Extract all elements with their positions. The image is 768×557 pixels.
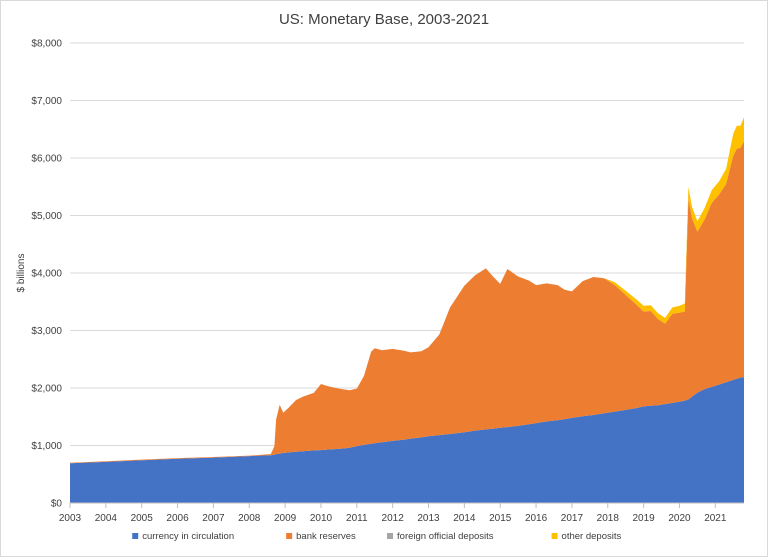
x-axis: 2003 2004 2005 2006 2007 2008 2009 2010 2011 2012… — [59, 502, 744, 524]
x-tick-label: 2004 — [95, 513, 118, 524]
y-tick-label: $6,000 — [31, 154, 62, 165]
legend: currency in circulation bank reserves fore… — [132, 531, 621, 542]
legend-item: currency in circulation — [132, 531, 234, 542]
x-tick-label: 2019 — [632, 513, 655, 524]
legend-swatch — [387, 533, 394, 539]
legend-swatch — [132, 533, 139, 539]
x-tick-label: 2020 — [668, 513, 691, 524]
legend-swatch — [286, 533, 293, 539]
y-tick-label: $0 — [51, 499, 63, 510]
y-tick-label: $5,000 — [31, 211, 62, 222]
x-tick-label: 2003 — [59, 513, 82, 524]
y-tick-label: $2,000 — [31, 384, 62, 395]
chart-title: US: Monetary Base, 2003-2021 — [279, 11, 489, 28]
x-tick-label: 2018 — [597, 513, 620, 524]
legend-label: bank reserves — [296, 531, 356, 542]
x-tick-label: 2005 — [131, 513, 154, 524]
y-tick-label: $4,000 — [31, 269, 62, 280]
legend-item: other deposits — [551, 531, 622, 542]
legend-swatch — [551, 533, 558, 539]
x-tick-label: 2008 — [238, 513, 261, 524]
legend-label: other deposits — [562, 531, 622, 542]
legend-label: currency in circulation — [142, 531, 234, 542]
x-tick-label: 2006 — [166, 513, 189, 524]
y-tick-label: $8,000 — [31, 39, 62, 50]
legend-item: foreign official deposits — [387, 531, 494, 542]
x-tick-label: 2014 — [453, 513, 476, 524]
x-tick-label: 2013 — [417, 513, 440, 524]
y-tick-label: $7,000 — [31, 96, 62, 107]
series-area-bank-reserves — [70, 141, 744, 464]
x-tick-label: 2010 — [310, 513, 333, 524]
x-tick-label: 2007 — [202, 513, 225, 524]
y-axis: $0 $1,000 $2,000 $3,000 $4,000 $5,000 $6,000 $7… — [31, 39, 62, 510]
x-tick-label: 2012 — [382, 513, 405, 524]
x-tick-label: 2016 — [525, 513, 548, 524]
x-tick-label: 2011 — [346, 513, 368, 524]
series-area-currency-in-circulation — [70, 377, 744, 503]
y-tick-label: $1,000 — [31, 441, 62, 452]
x-tick-label: 2009 — [274, 513, 297, 524]
legend-label: foreign official deposits — [397, 531, 494, 542]
series-areas — [70, 117, 744, 503]
legend-item: bank reserves — [286, 531, 356, 542]
y-tick-label: $3,000 — [31, 326, 62, 337]
x-tick-label: 2021 — [704, 513, 727, 524]
y-axis-label: $ billions — [16, 254, 27, 293]
x-tick-label: 2015 — [489, 513, 512, 524]
x-tick-label: 2017 — [561, 513, 584, 524]
